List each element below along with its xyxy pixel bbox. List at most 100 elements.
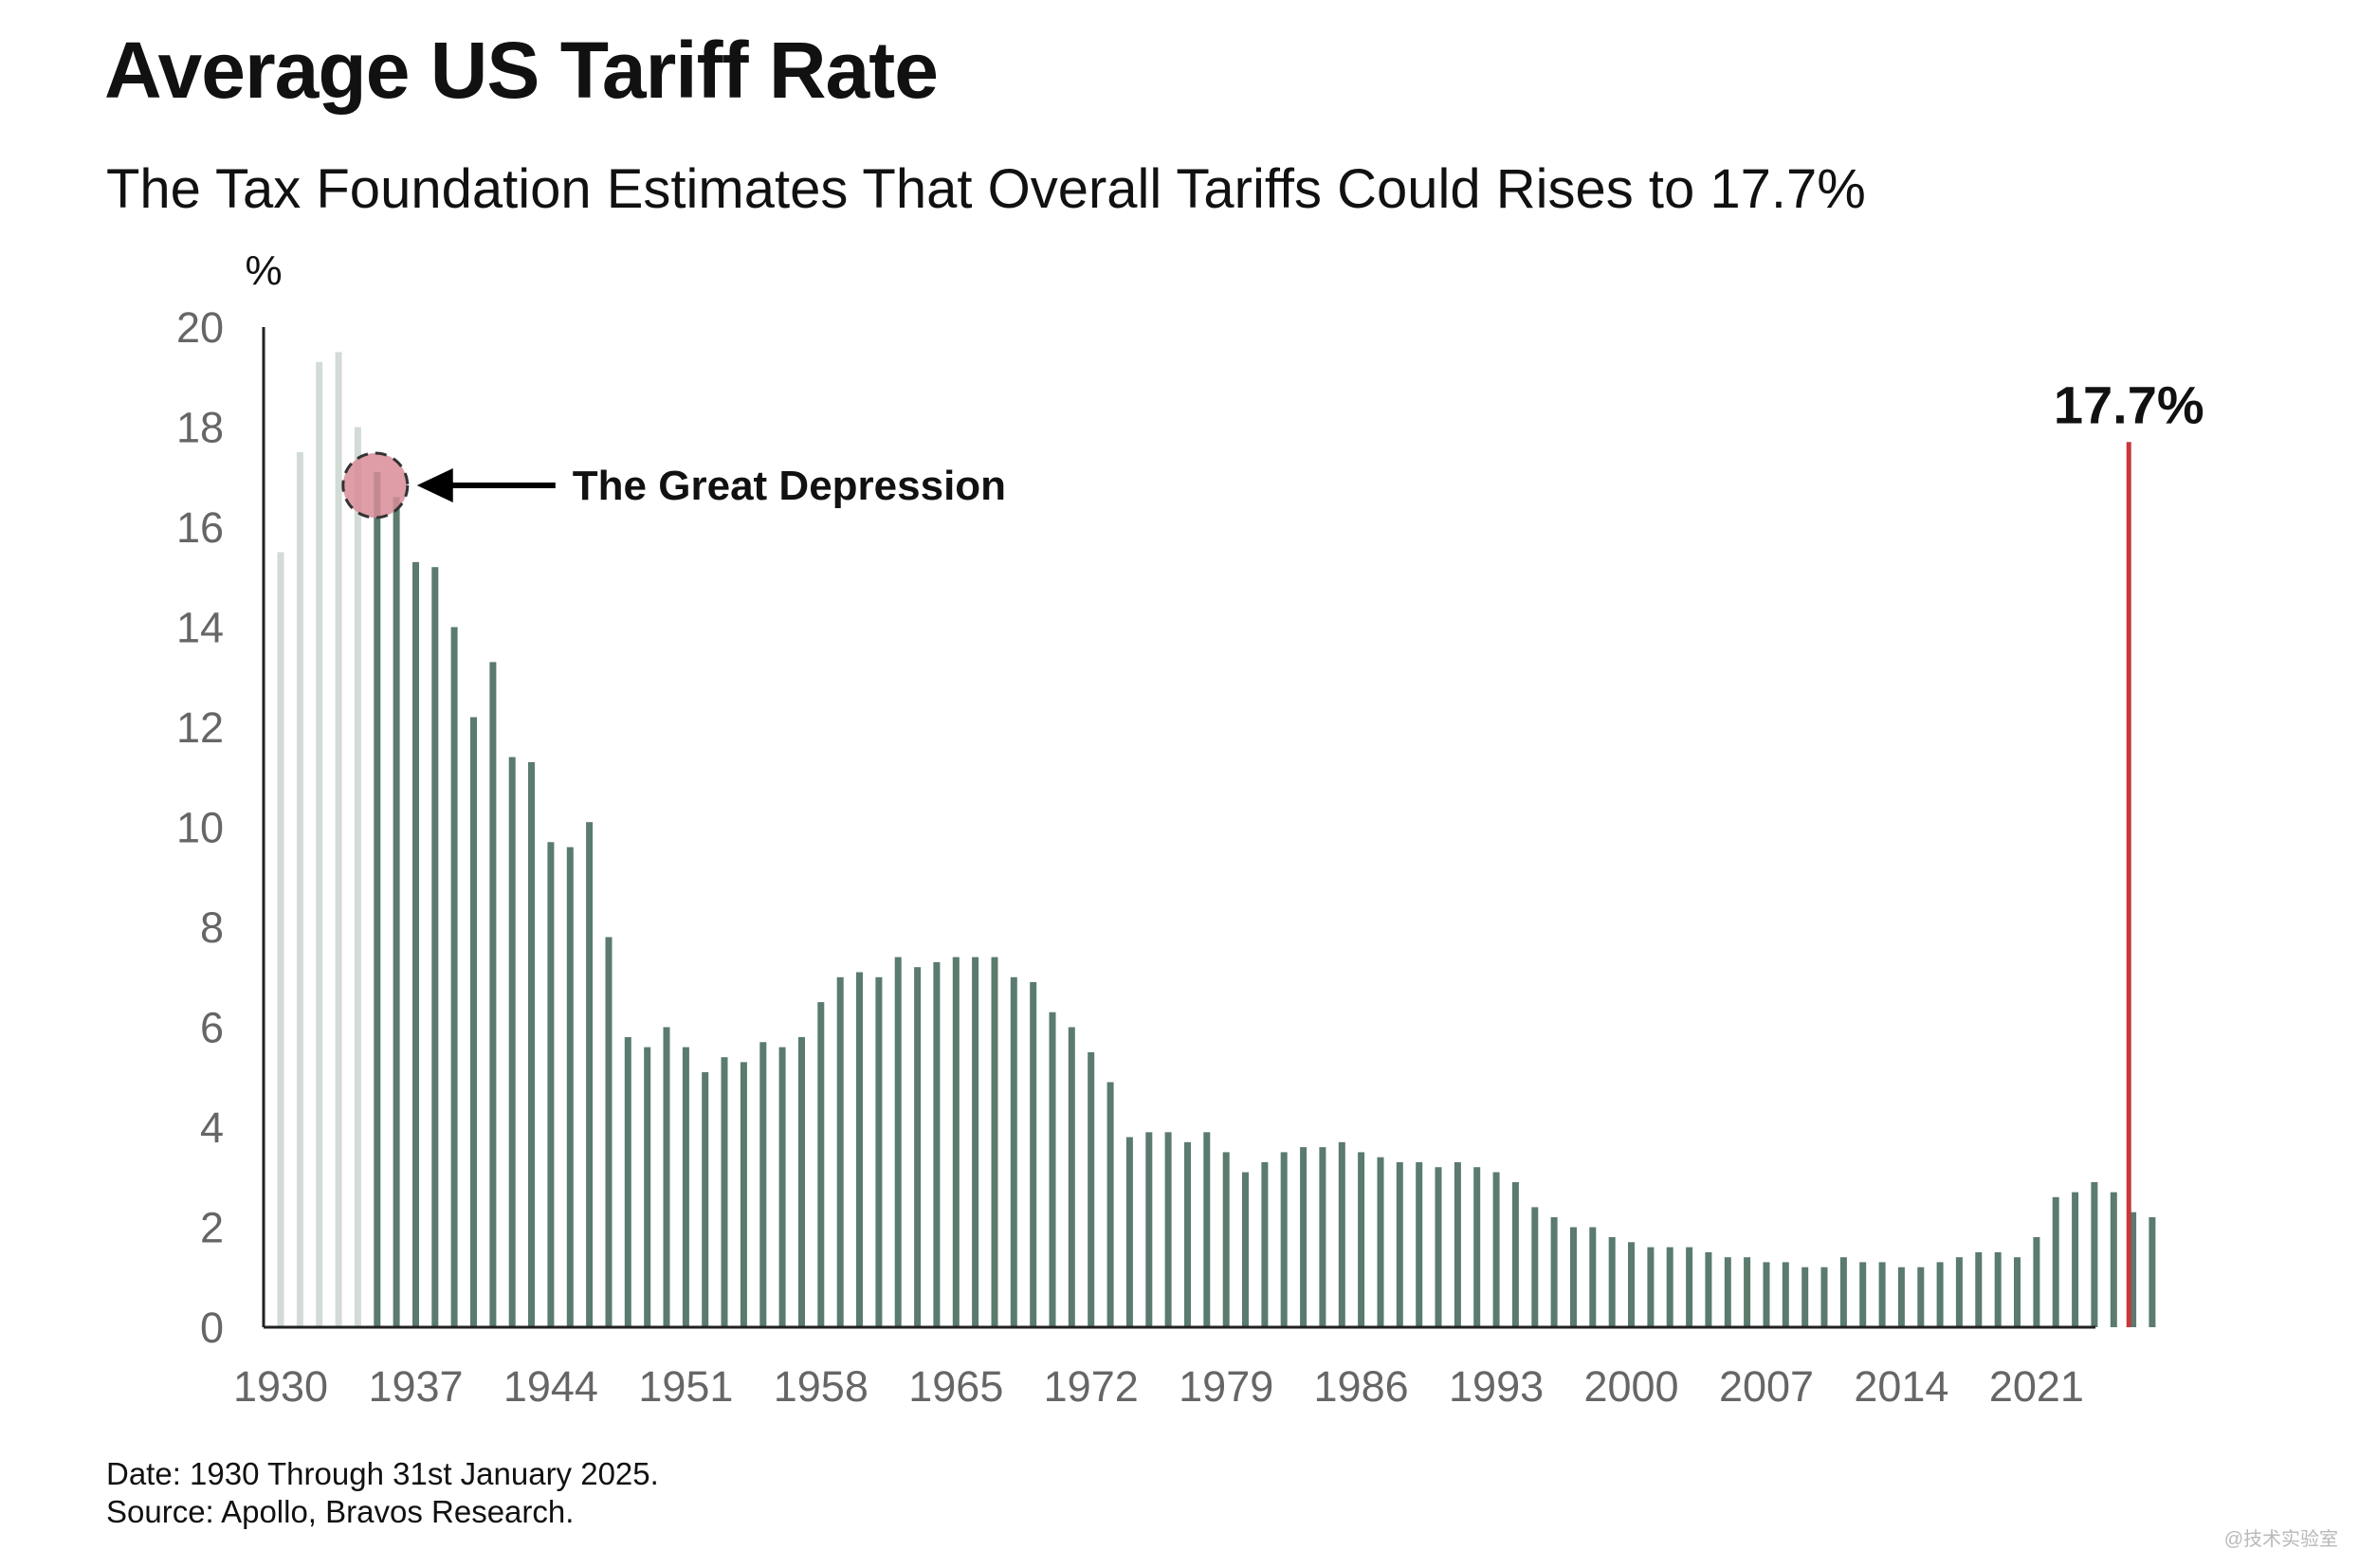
- y-tick-2: 2: [200, 1204, 224, 1252]
- bar-1982: [1280, 1152, 1288, 1327]
- bar-2001: [1647, 1247, 1655, 1327]
- bar-2007: [1763, 1262, 1770, 1327]
- bar-2000: [1628, 1242, 1635, 1327]
- bar-1987: [1377, 1157, 1384, 1327]
- bar-1965: [952, 957, 960, 1327]
- bar-2022: [2052, 1196, 2059, 1327]
- annotation-arrow-icon: [416, 467, 556, 502]
- bar-1988: [1396, 1161, 1403, 1327]
- y-tick-14: 14: [176, 604, 224, 652]
- bar-1953: [721, 1057, 728, 1327]
- bar-1966: [972, 957, 979, 1327]
- x-tick-2007: 2007: [1719, 1362, 1814, 1411]
- bar-2008: [1782, 1262, 1789, 1327]
- x-tick-1930: 1930: [233, 1362, 328, 1411]
- bar-2016: [1936, 1262, 1944, 1327]
- bar-1930: [277, 552, 284, 1327]
- bar-2005: [1724, 1257, 1731, 1327]
- bar-1941: [489, 662, 497, 1327]
- bar-2003: [1686, 1247, 1693, 1327]
- bar-1952: [702, 1072, 709, 1327]
- x-tick-1972: 1972: [1044, 1362, 1139, 1411]
- bar-1974: [1125, 1137, 1133, 1327]
- great-depression-marker: [341, 451, 410, 520]
- bar-1972: [1088, 1051, 1095, 1327]
- bar-1985: [1338, 1141, 1345, 1327]
- bar-1999: [1608, 1237, 1616, 1327]
- bar-1990: [1435, 1167, 1442, 1327]
- watermark: @技术实验室: [2223, 1529, 2338, 1550]
- bar-2004: [1705, 1251, 1712, 1327]
- x-tick-2000: 2000: [1583, 1362, 1678, 1411]
- bar-1992: [1473, 1167, 1481, 1327]
- bar-1944: [547, 842, 555, 1327]
- bar-2023: [2072, 1192, 2079, 1327]
- y-tick-4: 4: [200, 1103, 224, 1152]
- bar-1935: [374, 472, 381, 1327]
- bar-2018: [1975, 1251, 1983, 1327]
- bar-2002: [1666, 1247, 1673, 1327]
- chart-title: Average US Tariff Rate: [104, 26, 939, 115]
- bar-1943: [528, 761, 535, 1327]
- bar-2020: [2014, 1257, 2021, 1327]
- bar-1934: [354, 427, 361, 1327]
- bar-1962: [894, 957, 902, 1327]
- y-axis-label: %: [245, 247, 282, 294]
- bar-1977: [1184, 1141, 1191, 1327]
- projection-label: 17.7%: [2054, 374, 2204, 434]
- x-tick-2014: 2014: [1854, 1362, 1948, 1411]
- y-tick-20: 20: [176, 303, 224, 352]
- bar-1975: [1145, 1132, 1153, 1327]
- bar-1978: [1203, 1132, 1211, 1327]
- bar-1993: [1492, 1172, 1500, 1327]
- bar-1994: [1511, 1182, 1519, 1327]
- bar-1947: [605, 937, 613, 1327]
- bar-1964: [933, 961, 941, 1327]
- bar-1961: [875, 976, 883, 1328]
- bar-1968: [1010, 976, 1017, 1328]
- bar-1932: [316, 361, 323, 1327]
- bar-1973: [1106, 1082, 1114, 1327]
- y-tick-12: 12: [176, 703, 224, 752]
- x-tick-labels: 1930 1937 1944 1951 1958 1965 1972 1979 1986 1993…: [233, 1362, 2084, 1411]
- bar-1942: [508, 757, 516, 1327]
- bar-2006: [1744, 1257, 1751, 1327]
- bar-1986: [1358, 1152, 1365, 1327]
- bar-2013: [1878, 1262, 1886, 1327]
- x-tick-1986: 1986: [1314, 1362, 1409, 1411]
- bar-2027: [2149, 1217, 2156, 1327]
- bar-2009: [1801, 1267, 1809, 1327]
- bar-2024: [2091, 1182, 2098, 1327]
- bar-1950: [663, 1027, 670, 1327]
- x-tick-1993: 1993: [1449, 1362, 1544, 1411]
- y-tick-8: 8: [200, 903, 224, 952]
- bar-1981: [1261, 1161, 1269, 1327]
- bar-1997: [1570, 1227, 1577, 1327]
- bar-2021: [2033, 1237, 2040, 1327]
- bar-1983: [1300, 1147, 1308, 1327]
- bar-1970: [1049, 1012, 1056, 1327]
- bar-2025: [2110, 1192, 2117, 1327]
- bar-1995: [1531, 1207, 1539, 1327]
- y-tick-labels: 0 2 4 6 8 10 12 14 16 18 20: [176, 303, 224, 1352]
- x-tick-1965: 1965: [908, 1362, 1003, 1411]
- x-tick-1951: 1951: [638, 1362, 733, 1411]
- date-note: Date: 1930 Through 31st January 2025.: [106, 1456, 659, 1491]
- bar-1989: [1416, 1161, 1423, 1327]
- bar-1933: [335, 352, 342, 1327]
- y-tick-18: 18: [176, 404, 224, 452]
- x-tick-1958: 1958: [774, 1362, 869, 1411]
- y-tick-0: 0: [200, 1304, 224, 1352]
- bar-1948: [624, 1037, 631, 1327]
- bar-1960: [856, 972, 863, 1327]
- bar-2017: [1955, 1257, 1963, 1327]
- x-tick-1944: 1944: [503, 1362, 598, 1411]
- bar-1936: [393, 497, 400, 1327]
- bar-1951: [682, 1047, 689, 1327]
- x-tick-1979: 1979: [1179, 1362, 1273, 1411]
- bar-1938: [431, 567, 439, 1327]
- bar-1969: [1030, 982, 1037, 1327]
- bar-1979: [1222, 1152, 1230, 1327]
- bar-1980: [1242, 1172, 1249, 1327]
